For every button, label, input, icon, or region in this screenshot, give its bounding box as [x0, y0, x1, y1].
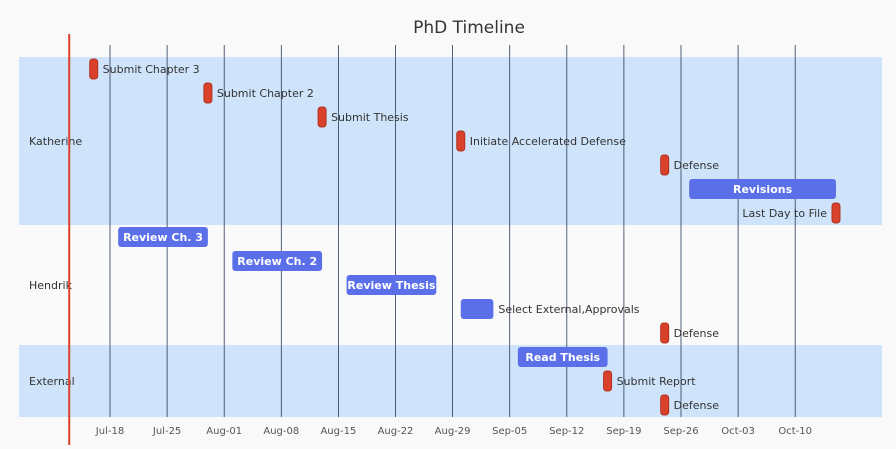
x-tick-label: Jul-25 [152, 426, 181, 437]
milestone-marker [660, 154, 670, 176]
milestone-marker [203, 82, 213, 104]
milestone-label: Submit Thesis [331, 111, 409, 124]
milestone-marker [603, 370, 613, 392]
task-bar [118, 227, 208, 247]
x-tick-label: Oct-10 [778, 426, 812, 437]
milestone-label: Defense [674, 399, 720, 412]
chart-title: PhD Timeline [413, 18, 525, 38]
section-band-external [19, 345, 882, 417]
milestone-marker [660, 394, 670, 416]
milestone-marker [660, 322, 670, 344]
x-tick-label: Sep-12 [549, 426, 584, 437]
section-label-hendrik: Hendrik [29, 279, 73, 292]
milestone-label: Submit Chapter 3 [103, 63, 200, 76]
task-bar [689, 179, 836, 199]
task-label: Review Ch. 3 [123, 231, 203, 244]
gridlines [109, 45, 796, 417]
x-tick-label: Aug-15 [320, 426, 356, 437]
task-bar [346, 275, 437, 295]
x-tick-label: Sep-26 [663, 426, 698, 437]
task-bar [232, 251, 323, 271]
section-label-katherine: Katherine [29, 135, 82, 148]
milestone-label: Defense [674, 327, 720, 340]
task-bar [517, 347, 608, 367]
task-label: Read Thesis [525, 351, 600, 364]
x-tick-label: Sep-05 [492, 426, 527, 437]
x-tick-label: Aug-01 [206, 426, 242, 437]
milestone-marker [456, 130, 466, 152]
x-tick-label: Aug-22 [378, 426, 414, 437]
x-tick-label: Jul-18 [95, 426, 124, 437]
x-tick-label: Sep-19 [606, 426, 641, 437]
milestone-label: Defense [674, 159, 720, 172]
section-label-external: External [29, 375, 75, 388]
milestone-label: Submit Report [617, 375, 697, 388]
task-label: Review Thesis [347, 279, 435, 292]
task-label: Select External,Approvals [498, 303, 639, 316]
x-tick-label: Aug-08 [263, 426, 299, 437]
milestone-label: Initiate Accelerated Defense [470, 135, 626, 148]
task-label: Revisions [733, 183, 793, 196]
milestone-marker [89, 58, 99, 80]
x-axis-ticks: Jul-18 Jul-25 Aug-01 Aug-08 Aug-15 Aug-22 Aug-… [95, 426, 812, 437]
x-tick-label: Oct-03 [721, 426, 755, 437]
x-tick-label: Aug-29 [435, 426, 471, 437]
milestone-marker [831, 202, 841, 224]
milestone-label: Last Day to File [742, 207, 827, 220]
section-band-katherine [19, 57, 882, 225]
tasks: Submit Chapter 3 Submit Chapter 2 Submit T… [89, 58, 841, 416]
milestone-marker [317, 106, 327, 128]
milestone-label: Submit Chapter 2 [217, 87, 314, 100]
task-label: Review Ch. 2 [237, 255, 317, 268]
task-bar [460, 299, 494, 319]
